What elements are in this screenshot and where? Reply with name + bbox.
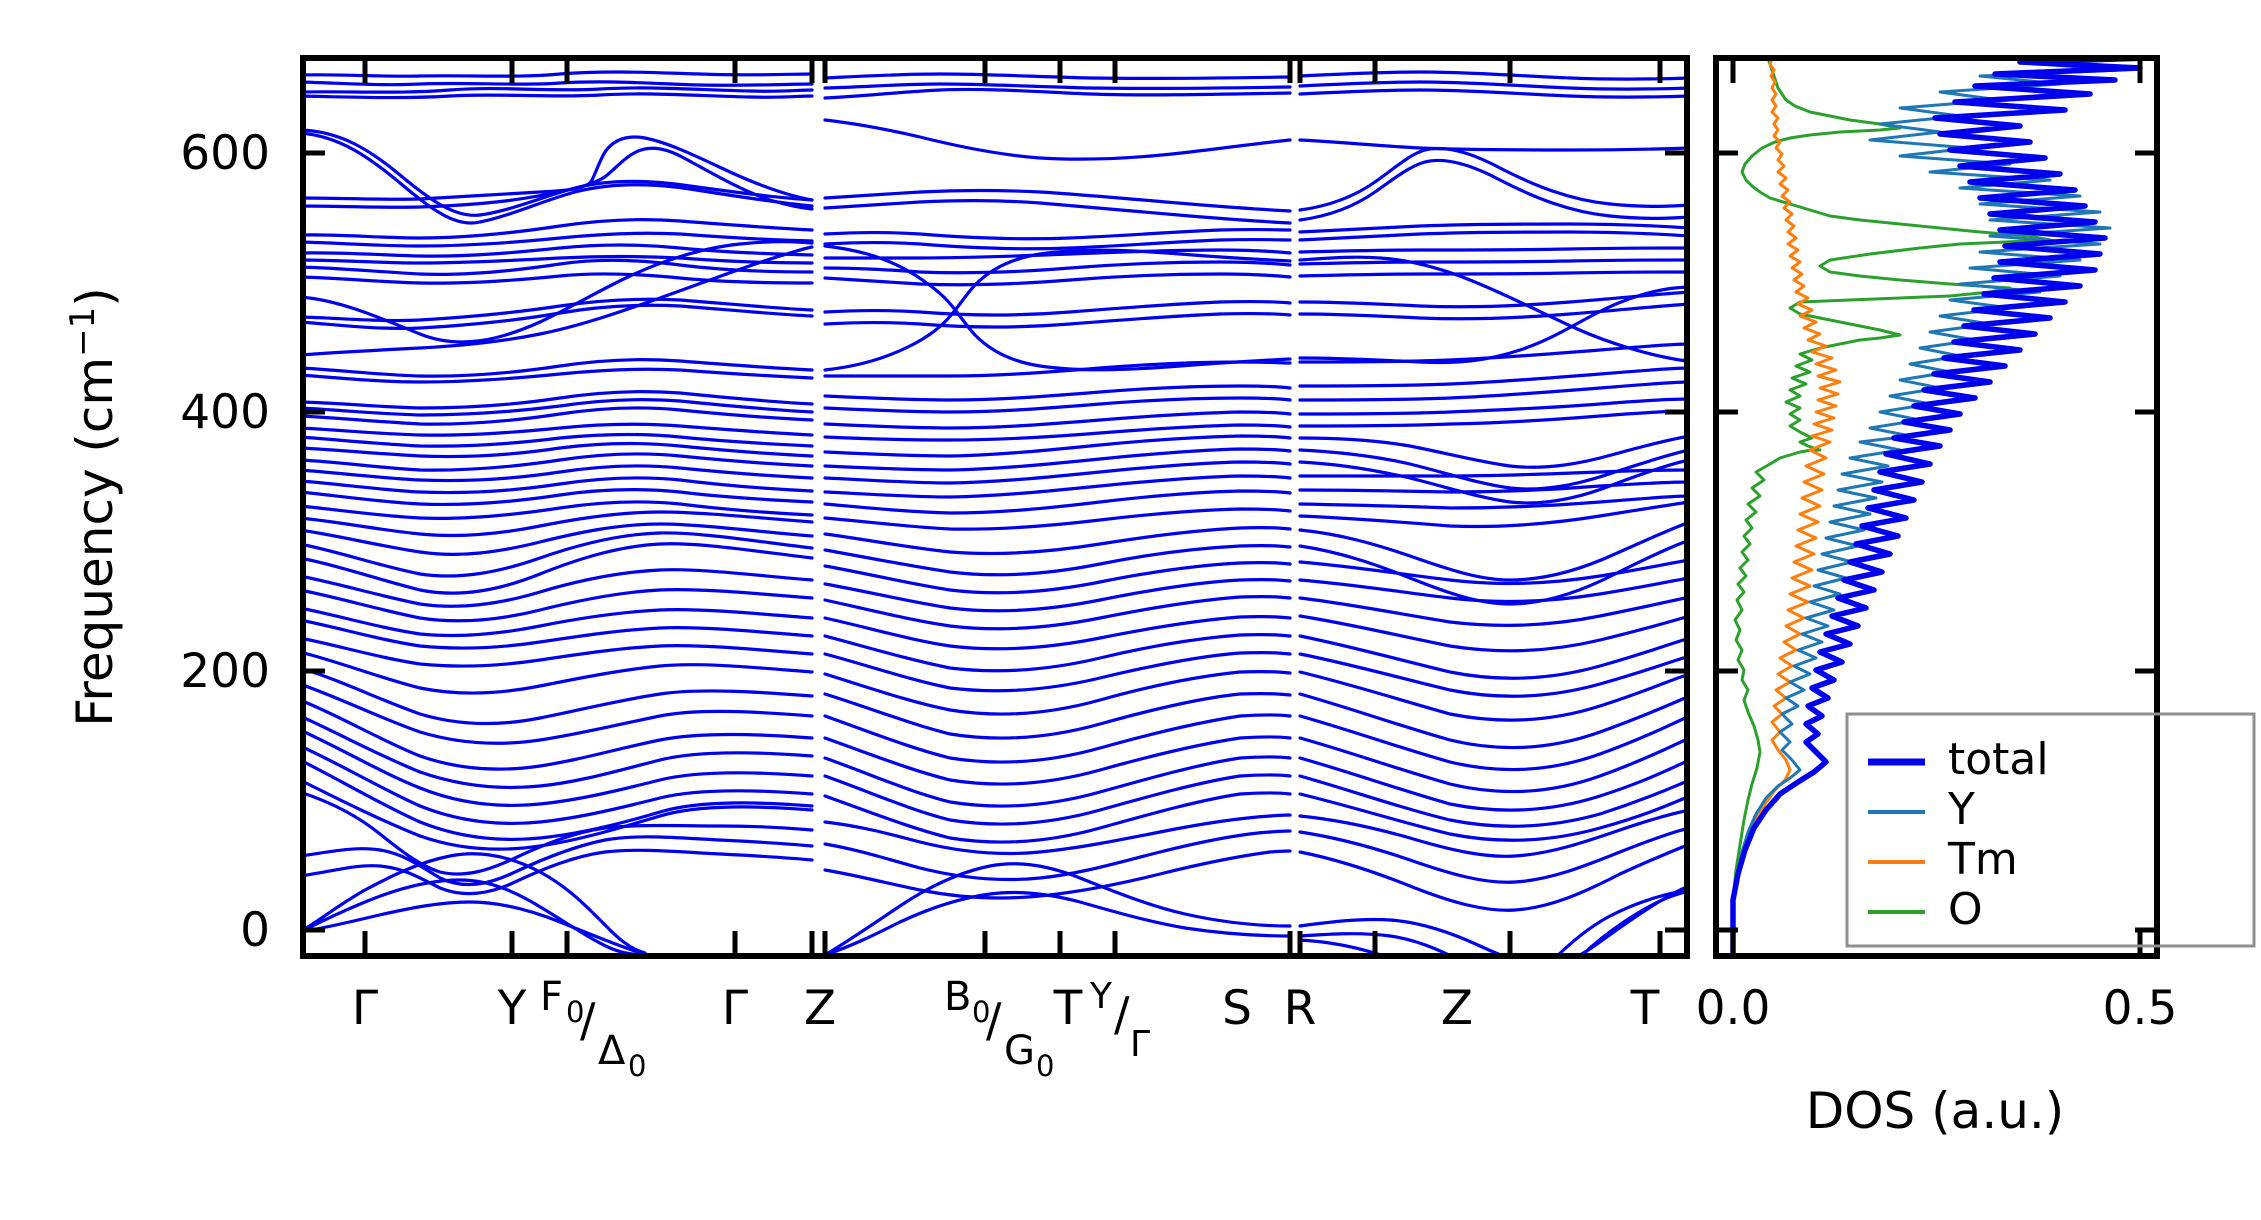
band-x-ticks <box>362 58 1663 956</box>
xtick-label-Z-2: Z <box>1441 981 1473 1036</box>
legend-label-total: total <box>1948 734 2049 785</box>
dos-series-Y <box>1731 58 2152 956</box>
xtick-label-R: R <box>1284 981 1317 1036</box>
svg-text:/: / <box>1114 987 1130 1041</box>
dos-series-Tm <box>1731 58 1842 956</box>
xtick-label-F0-Delta0: F 0 / Δ 0 <box>540 974 646 1083</box>
dos-series-total <box>1730 58 2153 956</box>
band-y-ticks <box>300 150 1690 933</box>
dos-axis-title: DOS (a.u.) <box>1806 1082 2065 1140</box>
legend-label-Tm: Tm <box>1947 834 2018 885</box>
band-segment-3 <box>1298 70 1690 956</box>
dos-panel: 0.0 0.5 DOS (a.u.) total Y Tm <box>1696 55 2256 1140</box>
ytick-label-0: 0 <box>240 903 270 958</box>
legend: total Y Tm O <box>1845 712 2256 948</box>
svg-text:0: 0 <box>972 995 990 1029</box>
svg-text:0: 0 <box>628 1049 646 1083</box>
legend-entry-Y[interactable]: Y <box>1868 784 1975 835</box>
xtick-label-T-1: T <box>1053 981 1083 1036</box>
svg-text:F: F <box>540 974 563 1020</box>
dos-series-O <box>1731 58 2052 956</box>
svg-text:Δ: Δ <box>598 1028 626 1074</box>
svg-text:/: / <box>580 993 596 1047</box>
legend-entry-Tm[interactable]: Tm <box>1868 834 2018 885</box>
svg-text:B: B <box>944 974 971 1020</box>
band-x-ticklabels: Γ Y F 0 / Δ 0 Γ Z B 0 / G 0 T <box>352 974 1660 1083</box>
svg-text:G: G <box>1004 1028 1035 1074</box>
xtick-label-gamma-1: Γ <box>352 981 378 1036</box>
y-axis-title-main: Frequency (cm <box>66 357 124 727</box>
xtick-label-T-2: T <box>1630 981 1660 1036</box>
dos-xtick-label-1: 0.5 <box>2103 981 2178 1036</box>
svg-text:Y: Y <box>1089 976 1113 1017</box>
legend-label-O: O <box>1948 884 1983 935</box>
svg-text:Frequency (cm−1): Frequency (cm−1) <box>63 287 124 727</box>
svg-text:0: 0 <box>1036 1049 1054 1083</box>
band-segment-2 <box>823 72 1292 956</box>
band-y-ticklabels: 0 200 400 600 <box>180 126 270 958</box>
ytick-label-200: 200 <box>180 644 270 699</box>
xtick-label-Y: Y <box>497 981 527 1036</box>
ytick-label-600: 600 <box>180 126 270 181</box>
ytick-label-400: 400 <box>180 385 270 440</box>
band-panel: 0 200 400 600 Frequency (cm−1) Γ Y F 0 / <box>63 55 1690 1083</box>
xtick-label-gamma-2: Γ <box>722 981 748 1036</box>
xtick-label-Y-Gamma: Y / Γ <box>1089 976 1150 1065</box>
dos-ticks <box>1713 58 2160 956</box>
dos-curves <box>1730 58 2153 956</box>
svg-text:0: 0 <box>566 995 584 1029</box>
band-segment-1 <box>300 70 814 956</box>
band-axes-frame <box>300 55 1690 959</box>
legend-border <box>1845 712 2256 948</box>
y-axis-title: Frequency (cm−1) <box>63 287 124 727</box>
band-curves <box>300 70 1690 956</box>
svg-text:/: / <box>986 993 1002 1047</box>
xtick-label-Z-1: Z <box>804 981 836 1036</box>
xtick-label-S: S <box>1222 981 1252 1036</box>
dos-xtick-label-0: 0.0 <box>1696 981 1771 1036</box>
legend-entry-O[interactable]: O <box>1868 884 1983 935</box>
dos-axes-frame <box>1713 55 2160 959</box>
svg-text:Γ: Γ <box>1130 1024 1150 1065</box>
legend-label-Y: Y <box>1947 784 1975 835</box>
legend-entry-total[interactable]: total <box>1868 734 2049 785</box>
xtick-label-B0-G0: B 0 / G 0 <box>944 974 1054 1083</box>
